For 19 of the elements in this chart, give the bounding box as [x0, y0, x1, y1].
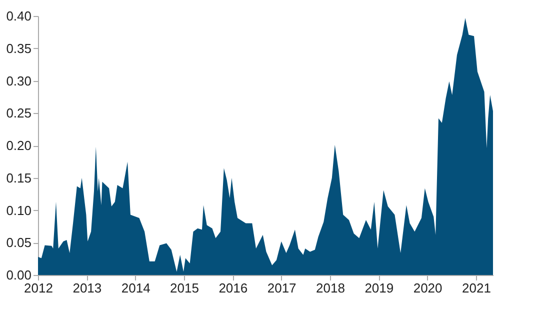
- x-tick-label: 2014: [121, 280, 150, 296]
- y-tick-label: 0.25: [6, 106, 32, 121]
- y-tick-label: 0.10: [6, 202, 32, 218]
- x-tick-label: 2017: [267, 280, 296, 296]
- y-tick-label: 0.20: [6, 138, 32, 153]
- x-tick-label: 2018: [316, 280, 345, 296]
- x-tick-label: 2016: [218, 280, 248, 296]
- y-tick-label: 0.40: [6, 8, 32, 24]
- y-tick-label: 0.15: [6, 170, 32, 186]
- y-tick-label: 0.00: [6, 268, 32, 282]
- x-tick-label: 2020: [413, 280, 442, 296]
- x-tick-label: 2012: [24, 280, 53, 296]
- y-tick-label: 0.35: [6, 40, 32, 56]
- x-tick-label: 2013: [72, 280, 102, 296]
- y-tick-label: 0.30: [6, 73, 32, 88]
- x-tick-label: 2021: [462, 280, 491, 296]
- x-tick-label: 2019: [364, 280, 394, 296]
- x-tick-label: 2015: [170, 280, 199, 296]
- y-tick-label: 0.05: [6, 235, 32, 250]
